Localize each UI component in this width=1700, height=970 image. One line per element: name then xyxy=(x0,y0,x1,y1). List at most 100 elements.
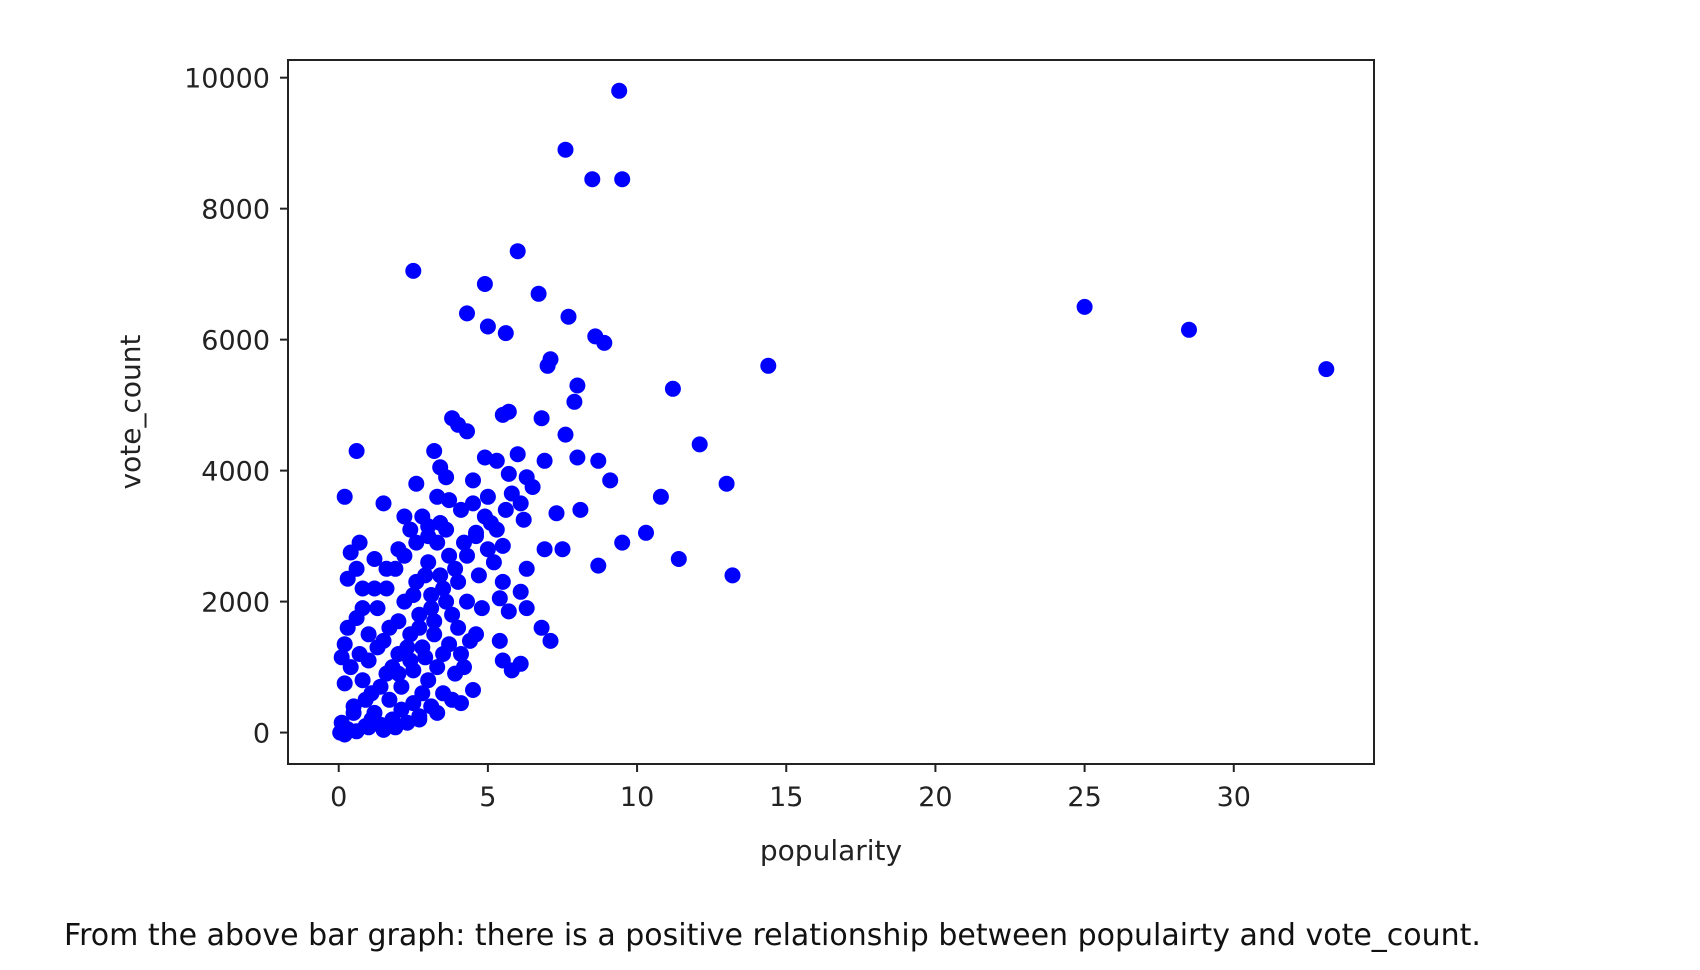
scatter-point-20 xyxy=(569,377,586,394)
scatter-point-137 xyxy=(485,554,502,571)
scatter-point-56 xyxy=(453,501,469,518)
y-tick-label-5: 10000 xyxy=(184,64,270,95)
scatter-point-74 xyxy=(339,570,356,587)
scatter-point-30 xyxy=(691,436,708,453)
scatter-point-67 xyxy=(590,557,607,574)
scatter-point-188 xyxy=(465,495,481,512)
scatter-point-168 xyxy=(488,521,505,538)
scatter-point-79 xyxy=(518,600,535,617)
scatter-point-44 xyxy=(718,475,735,492)
scatter-point-135 xyxy=(468,528,484,545)
scatter-point-17 xyxy=(1076,298,1093,315)
scatter-point-148 xyxy=(357,691,374,708)
x-axis-label: popularity xyxy=(760,834,902,867)
scatter-point-196 xyxy=(429,488,446,505)
scatter-point-130 xyxy=(426,626,443,643)
points-layer xyxy=(332,82,1335,743)
scatter-point-25 xyxy=(533,410,550,427)
scatter-point-81 xyxy=(533,619,550,636)
scatter-point-78 xyxy=(491,590,508,607)
y-axis: 0 2000 4000 6000 8000 10000 xyxy=(184,64,288,750)
scatter-point-31 xyxy=(348,443,365,459)
scatter-point-156 xyxy=(408,534,425,551)
scatter-point-163 xyxy=(438,593,455,610)
scatter-point-72 xyxy=(518,560,535,577)
scatter-point-106 xyxy=(393,701,410,718)
scatter-point-192 xyxy=(378,560,395,577)
scatter-point-194 xyxy=(402,521,419,538)
scatter-point-63 xyxy=(554,541,571,558)
scatter-point-179 xyxy=(357,718,374,734)
y-tick-label-1: 2000 xyxy=(201,588,270,619)
scatter-point-185 xyxy=(435,580,452,597)
scatter-point-127 xyxy=(390,613,407,630)
scatter-point-169 xyxy=(497,501,514,518)
x-tick-label-6: 30 xyxy=(1217,782,1251,813)
scatter-point-4 xyxy=(509,243,526,260)
scatter-point-77 xyxy=(512,583,529,600)
scatter-point-126 xyxy=(375,632,392,649)
scatter-point-16 xyxy=(760,357,777,374)
scatter-point-173 xyxy=(405,662,422,679)
y-tick-label-3: 6000 xyxy=(201,326,270,357)
x-tick-label-2: 10 xyxy=(620,782,654,813)
scatter-point-32 xyxy=(426,443,443,459)
scatter-point-71 xyxy=(366,551,383,567)
scatter-point-70 xyxy=(342,544,359,561)
scatter-point-3 xyxy=(614,171,631,188)
scatter-point-76 xyxy=(494,573,511,590)
scatter-point-18 xyxy=(1181,321,1197,338)
scatter-point-53 xyxy=(572,501,589,518)
scatter-point-65 xyxy=(494,537,511,554)
scatter-point-15 xyxy=(539,357,556,374)
scatter-point-174 xyxy=(417,649,434,666)
scatter-point-149 xyxy=(354,672,371,689)
scatter-point-145 xyxy=(387,719,404,736)
scatter-point-48 xyxy=(336,488,353,505)
scatter-point-193 xyxy=(390,541,407,558)
x-tick-label-0: 0 xyxy=(330,782,347,813)
scatter-point-35 xyxy=(569,449,586,466)
scatter-point-197 xyxy=(438,469,455,486)
scatter-point-157 xyxy=(420,528,437,545)
scatter-point-89 xyxy=(465,682,481,698)
scatter-point-152 xyxy=(369,600,386,617)
y-tick-label-4: 8000 xyxy=(201,195,270,226)
scatter-point-182 xyxy=(399,639,416,656)
scatter-point-6 xyxy=(476,276,493,292)
scatter-point-66 xyxy=(670,551,687,567)
scatter-point-9 xyxy=(560,308,577,325)
scatter-point-43 xyxy=(602,472,619,489)
scatter-point-128 xyxy=(405,587,422,603)
scatter-point-133 xyxy=(450,573,467,590)
scatter-point-198 xyxy=(411,711,428,728)
scatter-point-153 xyxy=(378,580,395,597)
scatter-point-109 xyxy=(420,672,437,689)
scatter-point-50 xyxy=(375,495,392,512)
scatter-point-28 xyxy=(459,423,475,440)
scatter-point-93 xyxy=(336,636,353,653)
scatter-point-68 xyxy=(724,567,741,584)
scatter-point-189 xyxy=(479,488,496,505)
scatter-point-7 xyxy=(530,285,547,302)
scatter-point-162 xyxy=(426,613,443,630)
x-tick-label-5: 25 xyxy=(1067,782,1101,813)
scatter-point-191 xyxy=(366,580,383,597)
scatter-point-36 xyxy=(590,452,607,469)
scatter-point-108 xyxy=(414,685,431,702)
scatter-point-183 xyxy=(411,619,428,636)
scatter-point-45 xyxy=(408,475,425,492)
scatter-point-200 xyxy=(444,691,461,708)
scatter-point-24 xyxy=(494,406,511,423)
scatter-point-19 xyxy=(1318,361,1335,378)
scatter-point-172 xyxy=(393,678,410,695)
scatter-point-140 xyxy=(447,665,464,682)
scatter-point-13 xyxy=(596,334,613,351)
scatter-point-116 xyxy=(432,567,449,584)
scatter-point-57 xyxy=(515,511,532,528)
scatter-point-186 xyxy=(447,560,464,577)
scatter-point-136 xyxy=(476,508,493,525)
scatter-point-64 xyxy=(536,541,553,558)
scatter-point-49 xyxy=(652,488,669,505)
